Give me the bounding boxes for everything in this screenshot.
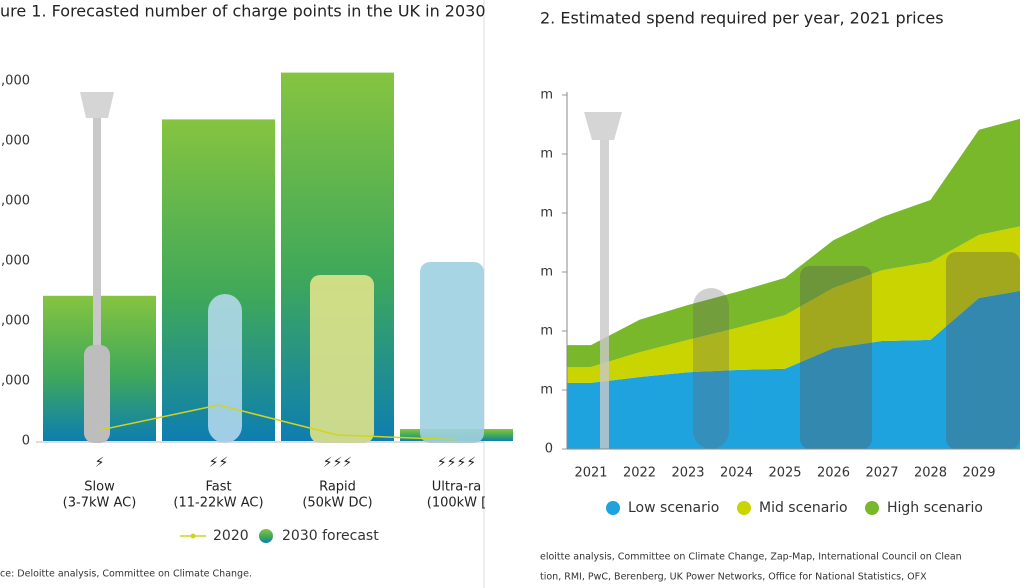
y-tick-label: m [540, 147, 553, 162]
x-tick-label: 2027 [865, 466, 898, 481]
chart-title: 2. Estimated spend required per year, 20… [540, 9, 944, 28]
bolt-icon: ⚡⚡⚡ [323, 455, 353, 471]
chart-title: ure 1. Forecasted number of charge point… [0, 2, 486, 21]
x-tick-label: 2021 [574, 466, 607, 481]
category-label: Ultra-ra [432, 480, 482, 495]
y-tick-label: ,000 [1, 134, 30, 149]
x-tick-label: 2024 [720, 466, 753, 481]
bolt-icon: ⚡⚡⚡⚡ [437, 455, 476, 471]
legend-swatch [606, 501, 620, 515]
category-note: (100kW [ [427, 496, 486, 511]
legend-swatch [259, 529, 273, 543]
y-tick-label: ,000 [1, 74, 30, 89]
y-tick-label: m [540, 88, 553, 103]
line-2020 [99, 404, 457, 441]
category-label: Fast [205, 480, 231, 495]
category-label: Rapid [319, 480, 356, 495]
chart-1: 0 ,000 ,000 ,000 ,000 ,000 ,000 ⚡ Slow(3-7kW AC)… [0, 72, 513, 580]
lamp-pole [93, 110, 101, 430]
charger [800, 266, 872, 449]
bolt-icon: ⚡ [95, 455, 105, 471]
charger [310, 275, 374, 443]
x-tick-label: 2023 [671, 466, 704, 481]
legend-label: 2030 forecast [282, 528, 379, 544]
charger [946, 252, 1020, 449]
legend-label: Mid scenario [759, 500, 848, 516]
category-label: Slow [84, 480, 115, 495]
y-tick-label: m [540, 383, 553, 398]
lamp-pole [600, 130, 609, 449]
lamp-base [84, 345, 110, 443]
legend-dot [190, 533, 196, 539]
y-tick-label: m [540, 206, 553, 221]
legend-swatch [737, 501, 751, 515]
plot-area [567, 112, 1020, 449]
source: ce: Deloitte analysis, Committee on Clim… [0, 569, 252, 580]
x-tick-label: 2022 [623, 466, 656, 481]
lamp-head [80, 92, 114, 118]
x-tick-label: 2028 [914, 466, 947, 481]
category-note: (50kW DC) [302, 496, 372, 511]
legend-label: High scenario [887, 500, 983, 516]
area [567, 290, 1020, 449]
y-tick-label: ,000 [1, 314, 30, 329]
area [567, 226, 1020, 383]
source: eloitte analysis, Committee on Climate C… [540, 552, 962, 563]
charger [693, 288, 729, 449]
y-tick-label: m [540, 265, 553, 280]
legend-label: Low scenario [628, 500, 719, 516]
charger [208, 294, 242, 443]
y-tick-label: 0 [545, 442, 553, 457]
category-note: (3-7kW AC) [63, 496, 137, 511]
category-note: (11-22kW AC) [173, 496, 263, 511]
lamp-head [584, 112, 622, 140]
legend-swatch [865, 501, 879, 515]
bolt-icon: ⚡⚡ [209, 455, 229, 471]
y-tick-label: m [540, 324, 553, 339]
y-tick-label: 0 [22, 434, 30, 449]
x-tick-label: 2029 [962, 466, 995, 481]
source: tion, RMI, PwC, Berenberg, UK Power Netw… [540, 572, 927, 583]
chart-2: 0 m m m m m m 2021 2022 2023 2024 2025 2026 2027 2028 2… [540, 88, 1024, 583]
y-tick-label: ,000 [1, 254, 30, 269]
y-tick-label: ,000 [1, 374, 30, 389]
legend-label: 2020 [213, 528, 249, 544]
x-tick-label: 2026 [817, 466, 850, 481]
area [567, 118, 1020, 367]
x-tick-label: 2025 [768, 466, 801, 481]
y-tick-label: ,000 [1, 194, 30, 209]
charger [420, 262, 484, 443]
